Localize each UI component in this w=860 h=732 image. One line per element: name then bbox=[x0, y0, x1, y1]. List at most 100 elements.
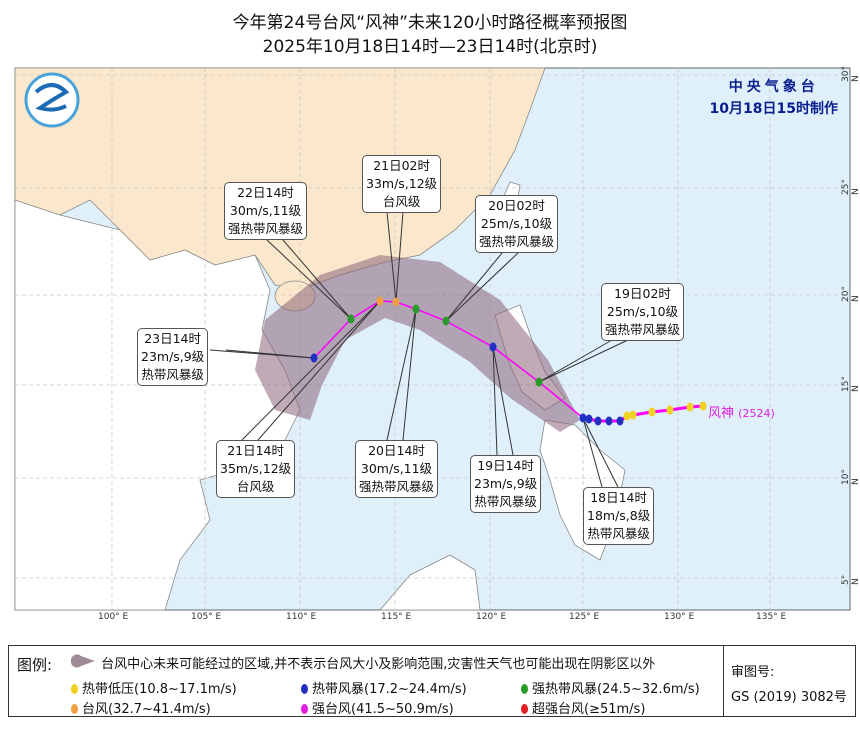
legend-item: 超强台风(≥51m/s) bbox=[521, 698, 645, 717]
forecast-speed: 25m/s,10级 bbox=[480, 216, 553, 231]
past-track-point bbox=[616, 416, 624, 426]
leader-line bbox=[582, 417, 619, 488]
typhoon-symbol-icon bbox=[71, 704, 78, 714]
forecast-label: 21日02时 33m/s,12级 台风级 bbox=[362, 155, 442, 213]
leader-line bbox=[386, 211, 397, 303]
past-track-point bbox=[605, 416, 613, 426]
leader-line bbox=[395, 211, 404, 303]
lon-tick-label: 115° E bbox=[381, 612, 412, 622]
forecast-time: 21日02时 bbox=[373, 158, 430, 173]
forecast-point bbox=[535, 377, 543, 387]
legend-title: 图例: bbox=[17, 656, 53, 674]
forecast-time: 22日14时 bbox=[237, 185, 294, 200]
forecast-label: 20日02时 25m/s,10级 强热带风暴级 bbox=[475, 195, 559, 253]
leader-line bbox=[492, 346, 498, 456]
legend-item-text: 热带风暴(17.2~24.4m/s) bbox=[312, 682, 467, 697]
forecast-speed: 30m/s,11级 bbox=[229, 203, 302, 218]
issuer: 中央气象台 10月18日15时制作 bbox=[710, 76, 838, 120]
lat-tick-label: 10° N bbox=[841, 469, 860, 485]
forecast-level: 强热带风暴级 bbox=[479, 234, 555, 249]
issuer-name: 中央气象台 bbox=[728, 79, 819, 95]
lon-tick-label: 135° E bbox=[756, 612, 787, 622]
typhoon-symbol-icon bbox=[301, 704, 308, 714]
legend-cone-text: 台风中心未来可能经过的区域,并不表示台风大小及影响范围,灾害性天气也可能出现在阴… bbox=[101, 657, 656, 672]
forecast-level: 台风级 bbox=[382, 194, 421, 209]
forecast-time: 19日14时 bbox=[477, 458, 535, 473]
typhoon-symbol-icon bbox=[301, 684, 308, 694]
past-track-point bbox=[648, 407, 656, 417]
review-number: GS (2019) 3082号 bbox=[731, 690, 847, 705]
leader-line bbox=[445, 252, 519, 322]
storm-code: (2524) bbox=[738, 407, 775, 420]
map-title: 今年第24号台风“风神”未来120小时路径概率预报图 bbox=[232, 13, 628, 33]
forecast-speed: 25m/s,10级 bbox=[606, 304, 679, 319]
forecast-label: 23日14时 23m/s,9级 热带风暴级 bbox=[137, 328, 209, 386]
legend-item: 台风(32.7~41.4m/s) bbox=[71, 698, 211, 717]
legend: 图例: 台风中心未来可能经过的区域,并不表示台风大小及影响范围,灾害性天气也可能… bbox=[8, 645, 856, 717]
forecast-time: 20日02时 bbox=[488, 198, 545, 213]
lon-tick-label: 120° E bbox=[476, 612, 507, 622]
lon-tick-label: 125° E bbox=[569, 612, 600, 622]
land-borneo bbox=[379, 554, 481, 611]
legend-item-text: 强台风(41.5~50.9m/s) bbox=[312, 702, 454, 717]
forecast-level: 强热带风暴级 bbox=[359, 479, 435, 494]
forecast-label: 19日02时 25m/s,10级 强热带风暴级 bbox=[601, 283, 685, 341]
forecast-speed: 18m/s,8级 bbox=[587, 508, 651, 523]
legend-item-text: 台风(32.7~41.4m/s) bbox=[82, 702, 211, 717]
typhoon-symbol-icon bbox=[521, 704, 528, 714]
forecast-label: 21日14时 35m/s,12级 台风级 bbox=[216, 440, 296, 498]
lat-tick-label: 30° N bbox=[841, 66, 860, 82]
leader-line bbox=[266, 239, 352, 320]
lon-tick-label: 100° E bbox=[98, 612, 129, 622]
legend-item-text: 热带低压(10.8~17.1m/s) bbox=[82, 682, 237, 697]
forecast-point bbox=[310, 353, 318, 363]
leader-line bbox=[257, 300, 381, 441]
legend-item: 热带低压(10.8~17.1m/s) bbox=[71, 678, 237, 697]
leader-line bbox=[538, 339, 629, 383]
forecast-level: 热带风暴级 bbox=[474, 494, 537, 509]
forecast-speed: 23m/s,9级 bbox=[474, 476, 538, 491]
legend-item: 热带风暴(17.2~24.4m/s) bbox=[301, 678, 467, 697]
legend-item-text: 强热带风暴(24.5~32.6m/s) bbox=[532, 682, 700, 697]
past-track-point bbox=[585, 414, 593, 424]
forecast-time: 23日14时 bbox=[144, 331, 202, 346]
forecast-time: 20日14时 bbox=[368, 443, 425, 458]
forecast-point bbox=[412, 304, 420, 314]
leader-line bbox=[282, 239, 352, 320]
leader-line bbox=[492, 346, 514, 456]
legend-cone: 台风中心未来可能经过的区域,并不表示台风大小及影响范围,灾害性天气也可能出现在阴… bbox=[69, 653, 655, 672]
past-track-point bbox=[666, 405, 674, 415]
forecast-label: 22日14时 30m/s,11级 强热带风暴级 bbox=[224, 182, 308, 240]
legend-item: 强热带风暴(24.5~32.6m/s) bbox=[521, 678, 700, 697]
forecast-level: 热带风暴级 bbox=[587, 526, 650, 541]
leader-line bbox=[582, 417, 603, 488]
lat-tick-label: 25° N bbox=[841, 179, 860, 195]
forecast-speed: 23m/s,9级 bbox=[141, 349, 205, 364]
forecast-label: 19日14时 23m/s,9级 热带风暴级 bbox=[470, 455, 542, 513]
cone-icon bbox=[70, 654, 95, 668]
lon-tick-label: 105° E bbox=[191, 612, 222, 622]
forecast-time: 18日14时 bbox=[590, 490, 648, 505]
forecast-point bbox=[376, 296, 384, 306]
lat-tick-label: 5° N bbox=[841, 574, 860, 585]
storm-name-label: 风神 (2524) bbox=[708, 402, 775, 421]
forecast-point bbox=[347, 314, 355, 324]
forecast-point bbox=[489, 342, 497, 352]
leader-line bbox=[241, 300, 381, 441]
forecast-point bbox=[579, 413, 587, 423]
storm-name: 风神 bbox=[708, 406, 735, 421]
past-track-point bbox=[594, 416, 602, 426]
forecast-point bbox=[392, 297, 400, 307]
forecast-time: 21日14时 bbox=[227, 443, 284, 458]
forecast-time: 19日02时 bbox=[614, 286, 671, 301]
legend-item-text: 超强台风(≥51m/s) bbox=[532, 702, 646, 717]
forecast-level: 台风级 bbox=[236, 479, 275, 494]
lat-tick-label: 20° N bbox=[841, 286, 860, 302]
forecast-point bbox=[442, 316, 450, 326]
leader-line bbox=[402, 308, 417, 441]
issue-time: 10月18日15时制作 bbox=[709, 101, 838, 117]
past-track-point bbox=[629, 410, 637, 420]
leader-line bbox=[538, 339, 613, 383]
forecast-level: 强热带风暴级 bbox=[605, 322, 681, 337]
map-subtitle: 2025年10月18日14时—23日14时(北京时) bbox=[262, 37, 598, 57]
